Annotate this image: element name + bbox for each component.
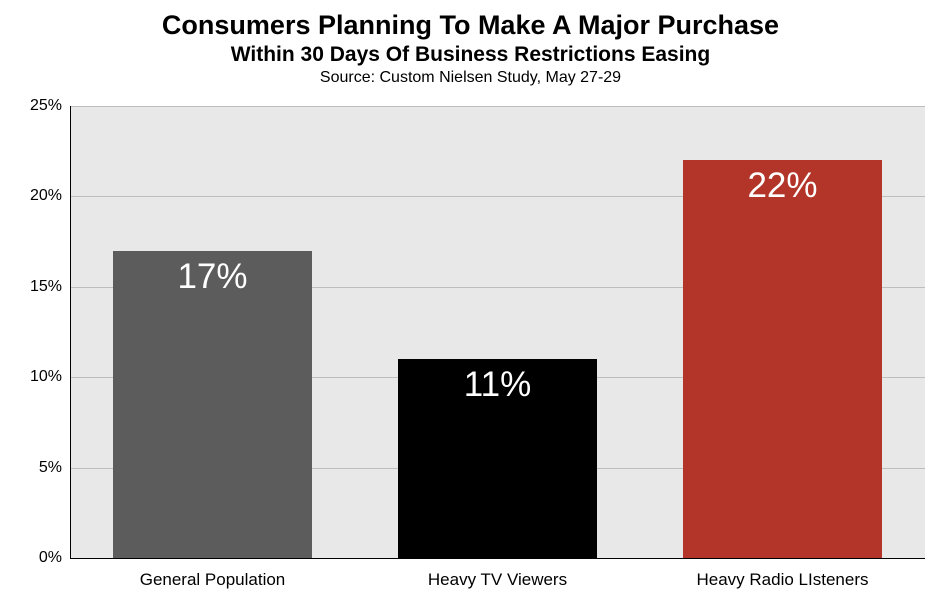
x-axis — [70, 558, 925, 559]
x-category-label: General Population — [70, 570, 355, 590]
y-tick-label: 20% — [4, 187, 62, 205]
bar-value-label: 11% — [398, 365, 598, 405]
chart-titles: Consumers Planning To Make A Major Purch… — [0, 0, 941, 87]
y-tick-label: 10% — [4, 368, 62, 386]
bar: 11% — [398, 359, 598, 558]
y-tick-label: 25% — [4, 97, 62, 115]
chart-plot-wrap: 0%5%10%15%20%25%17%General Population11%… — [70, 106, 925, 558]
bar: 22% — [683, 160, 883, 558]
x-category-label: Heavy TV Viewers — [355, 570, 640, 590]
bar: 17% — [113, 251, 313, 558]
y-tick-label: 15% — [4, 278, 62, 296]
grid-line — [70, 106, 925, 107]
x-category-label: Heavy Radio LIsteners — [640, 570, 925, 590]
chart-title: Consumers Planning To Make A Major Purch… — [0, 10, 941, 41]
chart-container: Consumers Planning To Make A Major Purch… — [0, 0, 941, 614]
bar-value-label: 17% — [113, 257, 313, 297]
y-tick-label: 0% — [4, 549, 62, 567]
chart-source: Source: Custom Nielsen Study, May 27-29 — [0, 69, 941, 87]
chart-subtitle: Within 30 Days Of Business Restrictions … — [0, 43, 941, 67]
y-tick-label: 5% — [4, 459, 62, 477]
bar-value-label: 22% — [683, 166, 883, 206]
y-axis — [70, 106, 71, 558]
